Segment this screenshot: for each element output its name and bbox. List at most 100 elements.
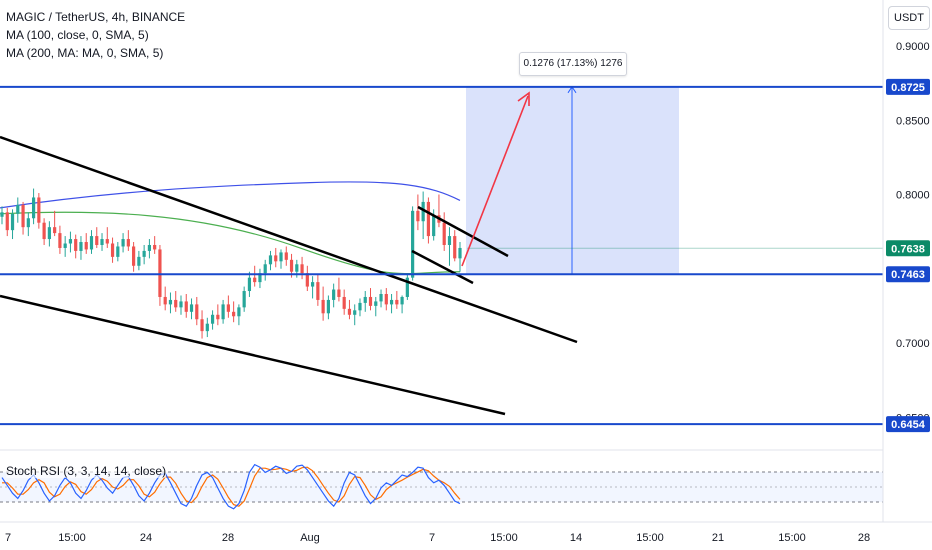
x-tick-label: 15:00 (58, 532, 86, 544)
candle-body (137, 256, 141, 266)
candle-body (31, 197, 36, 219)
candle-body (132, 246, 136, 266)
candle-body (174, 299, 178, 308)
candle-body (95, 236, 99, 245)
x-tick-label: 7 (429, 532, 435, 544)
candle-body (416, 210, 420, 222)
x-tick-label: 28 (222, 532, 234, 544)
candle-body (353, 310, 357, 315)
candle-body (89, 236, 94, 250)
price-tag-label: 0.8725 (891, 82, 925, 94)
candle-body (268, 255, 273, 265)
candle-body (63, 243, 67, 248)
candle-body (358, 302, 362, 311)
candle-body (153, 244, 157, 250)
candle-body (279, 252, 283, 262)
rsi-k-line (1, 463, 461, 510)
candle-body (53, 227, 57, 234)
ma100-legend[interactable]: MA (100, close, 0, SMA, 5) (6, 28, 149, 42)
candle-body (447, 236, 452, 245)
candle-body (295, 264, 299, 272)
x-tick-label: 7 (5, 532, 11, 544)
candle-body (411, 210, 415, 278)
candle-body (258, 273, 262, 283)
symbol-title[interactable]: MAGIC / TetherUS, 4h, BINANCE (6, 10, 186, 24)
currency-button[interactable]: USDT (888, 6, 930, 30)
candle-body (110, 243, 115, 257)
ma200-legend[interactable]: MA (200, MA: MA, 0, SMA, 5) (6, 46, 164, 60)
flag-upper-line (417, 205, 509, 258)
price-tag (886, 266, 930, 283)
candle-body (79, 242, 83, 251)
target-projection (466, 85, 883, 275)
trendlines (0, 91, 578, 416)
candle-body (126, 239, 130, 247)
candle-body (368, 296, 373, 306)
candle-body (168, 299, 173, 305)
measure-label: 0.1276 (17.13%) 1276 (519, 52, 627, 76)
candle-body (232, 311, 236, 317)
ma100-line (0, 181, 461, 209)
candle-body (274, 255, 278, 262)
candle-body (305, 273, 309, 287)
price-tag-label: 0.6454 (891, 419, 926, 431)
stoch-rsi-legend[interactable]: Stoch RSI (3, 3, 14, 14, close) (6, 464, 167, 478)
candle-body (284, 252, 288, 260)
candle-body (10, 213, 15, 231)
candle-body (316, 282, 320, 300)
price-tag (886, 416, 930, 433)
horizontal-levels (0, 85, 883, 426)
x-tick-label: 15:00 (778, 532, 806, 544)
candle-body (68, 239, 73, 244)
candle-body (432, 215, 436, 237)
candle-body (179, 301, 183, 308)
x-tick-label: 21 (712, 532, 724, 544)
candle-body (0, 212, 4, 217)
candle-body (374, 301, 378, 306)
x-tick-label: 15:00 (490, 532, 518, 544)
candle-body (458, 247, 462, 259)
candle-body (453, 236, 457, 259)
candle-body (384, 293, 388, 305)
x-tick-label: Aug (300, 532, 320, 544)
candle-body (21, 204, 25, 228)
candle-body (226, 304, 230, 312)
candle-body (363, 296, 367, 303)
candle-body (326, 299, 330, 314)
projection-arrow (461, 95, 529, 267)
price-tags: 0.8725 0.7638 0.7463 0.6454 (886, 78, 930, 433)
candle-body (253, 277, 257, 283)
candle-body (337, 289, 341, 297)
price-tag (886, 240, 930, 257)
y-tick-label: 0.7000 (896, 338, 930, 350)
candle-body (121, 239, 125, 247)
candle-body (247, 277, 252, 292)
candle-body (163, 296, 167, 305)
candle-body (105, 239, 109, 244)
y-tick-label: 0.8500 (896, 115, 930, 127)
candle-body (342, 296, 346, 309)
candle-body (147, 244, 152, 251)
candle-body (426, 201, 431, 237)
candle-body (47, 227, 51, 240)
candle-body (242, 291, 246, 308)
candles (0, 188, 462, 339)
upper-channel-line (0, 135, 578, 344)
candle-body (200, 319, 204, 332)
candle-body (5, 212, 9, 231)
candle-body (142, 250, 146, 257)
candle-body (58, 233, 62, 248)
y-tick-label: 0.8000 (896, 190, 930, 202)
candle-body (210, 314, 215, 324)
candle-body (237, 307, 241, 317)
candle-body (84, 242, 88, 250)
candle-body (37, 197, 41, 223)
candle-body (205, 323, 209, 332)
price-tag (886, 78, 930, 95)
lower-channel-line (0, 294, 506, 416)
candle-body (189, 304, 194, 312)
candle-body (221, 304, 225, 320)
candle-body (389, 299, 394, 305)
candle-body (216, 314, 220, 320)
